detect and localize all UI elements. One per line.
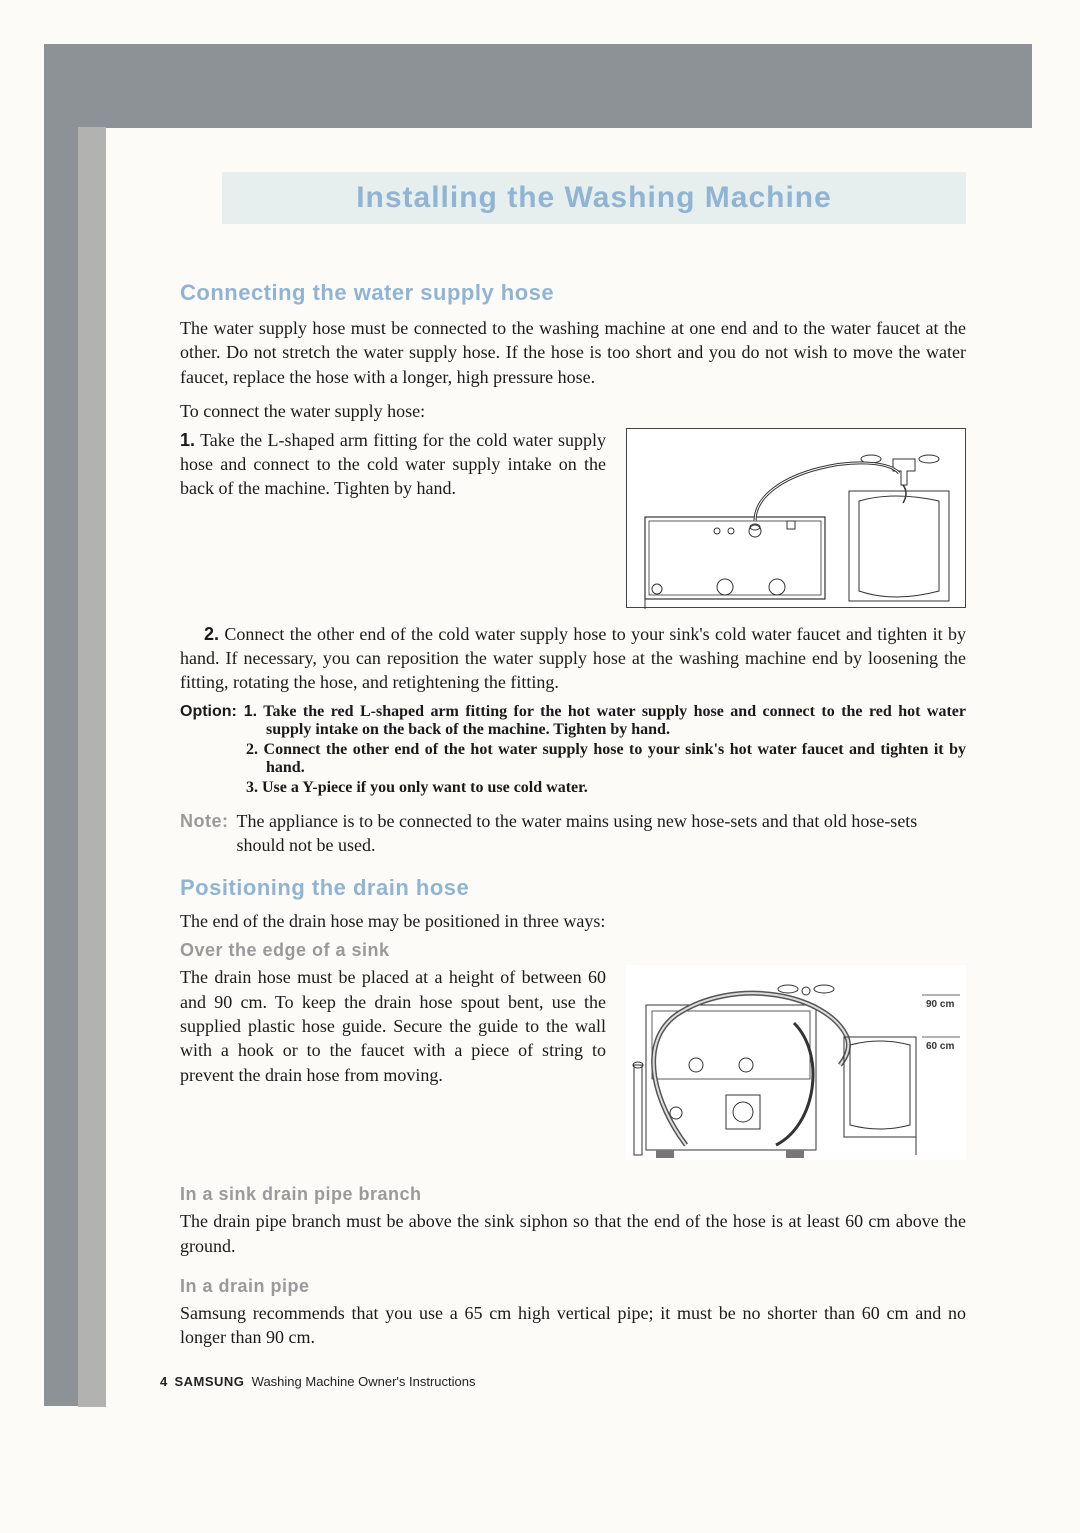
option3: 3. Use a Y-piece if you only want to use…: [266, 779, 966, 797]
side-bar-inner: [78, 127, 106, 1407]
step1-body: Take the L-shaped arm fitting for the co…: [180, 430, 606, 499]
sub2-title: In a sink drain pipe branch: [180, 1184, 966, 1205]
content-area: Connecting the water supply hose The wat…: [180, 280, 966, 1362]
step1-row: 1. Take the L-shaped arm fitting for the…: [180, 428, 966, 608]
sub3-title: In a drain pipe: [180, 1276, 966, 1297]
diagram-drain-hose: 90 cm 60 cm: [626, 965, 966, 1160]
option1-body: Take the red L-shaped arm fitting for th…: [263, 703, 966, 738]
option3-num: 3.: [246, 779, 258, 796]
sub1-title: Over the edge of a sink: [180, 940, 966, 961]
label-90cm: 90 cm: [926, 999, 954, 1010]
diagram-water-supply-svg: [627, 429, 967, 609]
step2-body: Connect the other end of the cold water …: [180, 624, 966, 693]
page-number: 4: [160, 1374, 167, 1389]
step1-text: 1. Take the L-shaped arm fitting for the…: [180, 428, 606, 608]
footer-brand: SAMSUNG: [174, 1374, 244, 1389]
diagram-drain-hose-svg: 90 cm 60 cm: [626, 965, 966, 1160]
option2: 2. Connect the other end of the hot wate…: [266, 741, 966, 777]
footer-doc: Washing Machine Owner's Instructions: [252, 1374, 476, 1389]
option-head: Option: 1.: [180, 703, 257, 720]
section1-lead: To connect the water supply hose:: [180, 401, 966, 422]
note-label: Note:: [180, 809, 229, 858]
drain-row: The drain hose must be placed at a heigh…: [180, 965, 966, 1160]
step2-text: 2. Connect the other end of the cold wat…: [180, 622, 966, 695]
option1: Option: 1. Take the red L-shaped arm fit…: [266, 703, 966, 739]
step2-num: 2.: [204, 624, 219, 644]
section2-intro: The end of the drain hose may be positio…: [180, 911, 966, 932]
sub3-text: Samsung recommends that you use a 65 cm …: [180, 1301, 966, 1350]
label-60cm: 60 cm: [926, 1041, 954, 1052]
document-page: Installing the Washing Machine Connectin…: [0, 0, 1080, 1533]
sub1-text: The drain hose must be placed at a heigh…: [180, 965, 606, 1160]
step1-num: 1.: [180, 430, 195, 450]
top-header-bar: [44, 44, 1032, 128]
section2-heading: Positioning the drain hose: [180, 875, 966, 901]
option2-body: Connect the other end of the hot water s…: [264, 741, 967, 776]
note-row: Note: The appliance is to be connected t…: [180, 809, 966, 858]
diagram-water-supply: [626, 428, 966, 608]
note-text: The appliance is to be connected to the …: [237, 809, 967, 858]
option3-body: Use a Y-piece if you only want to use co…: [262, 779, 588, 796]
sub2-text: The drain pipe branch must be above the …: [180, 1209, 966, 1258]
section1-heading: Connecting the water supply hose: [180, 280, 966, 306]
option2-num: 2.: [246, 741, 258, 758]
page-title: Installing the Washing Machine: [356, 181, 832, 215]
title-band: Installing the Washing Machine: [222, 172, 966, 224]
page-footer: 4 SAMSUNG Washing Machine Owner's Instru…: [160, 1374, 475, 1389]
section1-intro: The water supply hose must be connected …: [180, 316, 966, 389]
